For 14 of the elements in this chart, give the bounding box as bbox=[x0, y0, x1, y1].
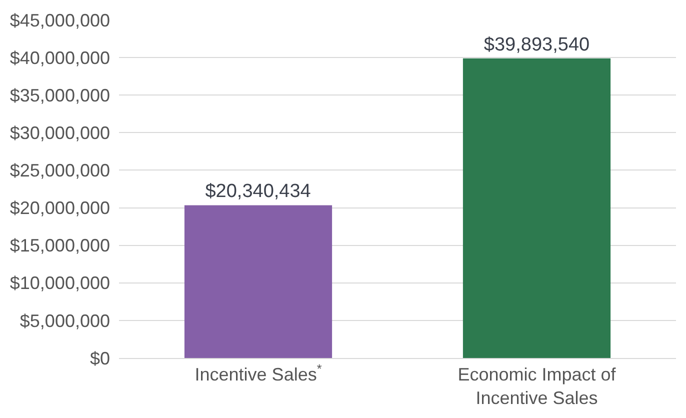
y-tick-label: $15,000,000 bbox=[10, 236, 110, 256]
y-tick-label: $25,000,000 bbox=[10, 160, 110, 181]
y-tick-label: $20,000,000 bbox=[10, 198, 110, 218]
y-tick-label: $45,000,000 bbox=[10, 10, 110, 30]
x-tick-label: Economic Impact of Incentive Sales bbox=[458, 364, 617, 408]
y-tick-label: $0 bbox=[90, 348, 110, 368]
y-tick-label: $5,000,000 bbox=[20, 310, 110, 331]
y-tick-label: $40,000,000 bbox=[10, 48, 110, 68]
x-tick-label: Incentive Sales$^{*}$ bbox=[194, 362, 322, 385]
data-label: $20,340,434 bbox=[205, 181, 312, 202]
data-label: $39,893,540 bbox=[484, 34, 590, 56]
y-tick-label: $30,000,000 bbox=[10, 122, 110, 143]
y-tick-label: $10,000,000 bbox=[10, 273, 110, 294]
y-tick-label: $35,000,000 bbox=[10, 85, 110, 106]
